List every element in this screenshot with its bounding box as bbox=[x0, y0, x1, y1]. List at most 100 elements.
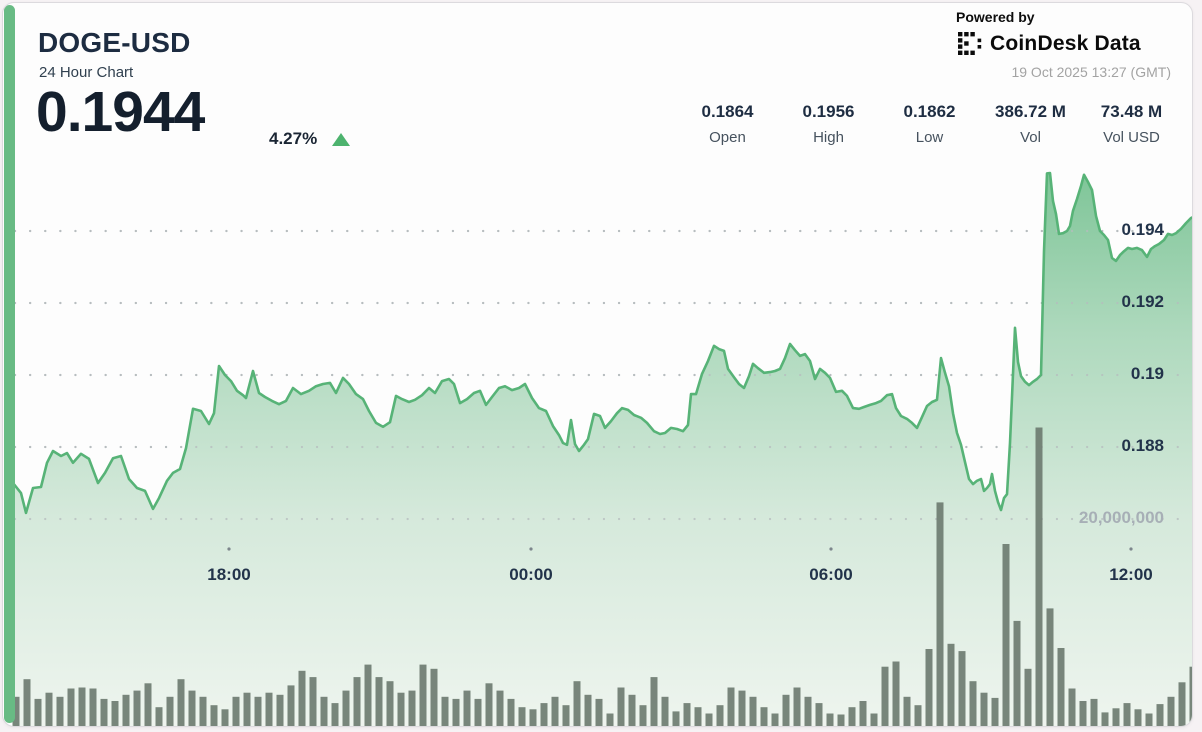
volume-bar bbox=[914, 705, 922, 726]
volume-bar bbox=[342, 690, 350, 726]
y-axis-price-label: 0.19 bbox=[1130, 364, 1164, 383]
volume-bar bbox=[661, 696, 669, 726]
volume-bar bbox=[969, 681, 977, 726]
volume-bar bbox=[551, 696, 559, 726]
volume-bar bbox=[1178, 682, 1186, 726]
price-line bbox=[11, 171, 1192, 515]
price-area-fill bbox=[13, 173, 1192, 726]
volume-bar bbox=[639, 705, 647, 726]
stat-open-value: 0.1864 bbox=[701, 102, 754, 121]
volume-bar bbox=[89, 688, 97, 726]
volume-bar bbox=[23, 679, 31, 726]
stat-low: 0.1862 Low bbox=[879, 102, 980, 146]
ohlc-stats-row: 0.1864 Open 0.1956 High 0.1862 Low 386.7… bbox=[677, 102, 1182, 146]
volume-bars bbox=[12, 427, 1192, 726]
y-axis-price-label: 0.194 bbox=[1121, 220, 1164, 239]
volume-bar bbox=[694, 707, 702, 726]
volume-bar bbox=[507, 698, 515, 726]
volume-bar bbox=[67, 688, 75, 726]
volume-bar bbox=[936, 502, 944, 726]
volume-bar bbox=[628, 694, 636, 726]
last-price: 0.1944 bbox=[36, 80, 205, 144]
powered-by-label: Powered by bbox=[956, 9, 1035, 25]
coindesk-brand-lockup[interactable]: CoinDesk Data bbox=[956, 30, 1171, 57]
volume-bar bbox=[782, 694, 790, 726]
volume-bar bbox=[540, 703, 548, 726]
volume-bar bbox=[925, 649, 933, 726]
volume-bar bbox=[859, 701, 867, 726]
stat-open-label: Open bbox=[709, 129, 746, 146]
y-axis-price-label: 0.188 bbox=[1121, 436, 1164, 455]
volume-bar bbox=[386, 681, 394, 726]
volume-bar bbox=[1167, 696, 1175, 726]
volume-bar bbox=[1101, 712, 1109, 726]
volume-bar bbox=[485, 683, 493, 726]
volume-bar bbox=[265, 692, 273, 726]
volume-bar bbox=[848, 707, 856, 726]
x-axis-ticks bbox=[227, 547, 1133, 551]
volume-bar bbox=[1046, 608, 1054, 726]
volume-bar bbox=[309, 677, 317, 726]
volume-bar bbox=[617, 687, 625, 726]
volume-bar bbox=[122, 694, 130, 726]
card-accent-bar bbox=[4, 5, 15, 723]
volume-bar bbox=[1112, 708, 1120, 726]
volume-bar bbox=[320, 696, 328, 726]
volume-bar bbox=[991, 697, 999, 726]
stat-volume-usd: 73.48 M Vol USD bbox=[1081, 102, 1182, 146]
volume-bar bbox=[1123, 703, 1131, 726]
volume-bar bbox=[870, 713, 878, 726]
coindesk-brand-text: CoinDesk Data bbox=[990, 31, 1141, 55]
volume-bar bbox=[1024, 668, 1032, 726]
volume-bar bbox=[166, 696, 174, 726]
volume-bar bbox=[771, 713, 779, 726]
gridline-dots bbox=[13, 229, 1192, 521]
volume-bar bbox=[716, 705, 724, 726]
volume-bar bbox=[133, 690, 141, 726]
volume-bar bbox=[452, 698, 460, 726]
volume-bar bbox=[353, 677, 361, 726]
stat-volume-label: Vol bbox=[1020, 129, 1041, 146]
x-axis-time-label: 00:00 bbox=[509, 565, 553, 584]
volume-bar bbox=[210, 705, 218, 726]
volume-bar bbox=[1079, 701, 1087, 726]
volume-bar bbox=[1068, 688, 1076, 726]
volume-bar bbox=[595, 698, 603, 726]
volume-bar bbox=[738, 690, 746, 726]
volume-bar bbox=[1035, 427, 1043, 726]
volume-bar bbox=[760, 707, 768, 726]
x-axis-time-label: 12:00 bbox=[1109, 565, 1153, 584]
volume-bar bbox=[496, 690, 504, 726]
volume-bar bbox=[727, 687, 735, 726]
volume-bar bbox=[474, 698, 482, 726]
x-axis-time-label: 06:00 bbox=[809, 565, 853, 584]
volume-bar bbox=[1057, 648, 1065, 726]
branding-block: Powered by CoinDesk Data 19 Oct 2025 13:… bbox=[956, 9, 1171, 80]
volume-bar bbox=[188, 690, 196, 726]
volume-bar bbox=[232, 696, 240, 726]
volume-bar bbox=[364, 664, 372, 726]
stat-open: 0.1864 Open bbox=[677, 102, 778, 146]
volume-bar bbox=[1002, 544, 1010, 726]
stat-low-value: 0.1862 bbox=[903, 102, 956, 121]
volume-bar bbox=[144, 683, 152, 726]
stat-volume-usd-label: Vol USD bbox=[1103, 129, 1160, 146]
volume-bar bbox=[78, 687, 86, 726]
volume-bar bbox=[958, 651, 966, 726]
volume-bar bbox=[276, 694, 284, 726]
volume-bar bbox=[254, 696, 262, 726]
volume-bar bbox=[573, 681, 581, 726]
volume-bar bbox=[375, 677, 383, 726]
volume-bar bbox=[793, 687, 801, 726]
volume-bar bbox=[705, 713, 713, 726]
y-axis-volume-label: 20,000,000 bbox=[1078, 508, 1164, 527]
volume-bar bbox=[529, 709, 537, 726]
up-triangle-icon bbox=[332, 133, 350, 146]
volume-bar bbox=[441, 696, 449, 726]
y-axis-price-label: 0.192 bbox=[1121, 292, 1164, 311]
volume-bar bbox=[1134, 709, 1142, 726]
volume-bar bbox=[463, 690, 471, 726]
